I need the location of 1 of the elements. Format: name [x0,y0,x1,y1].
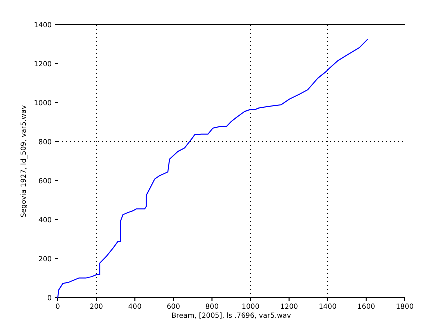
line-series [58,38,368,298]
